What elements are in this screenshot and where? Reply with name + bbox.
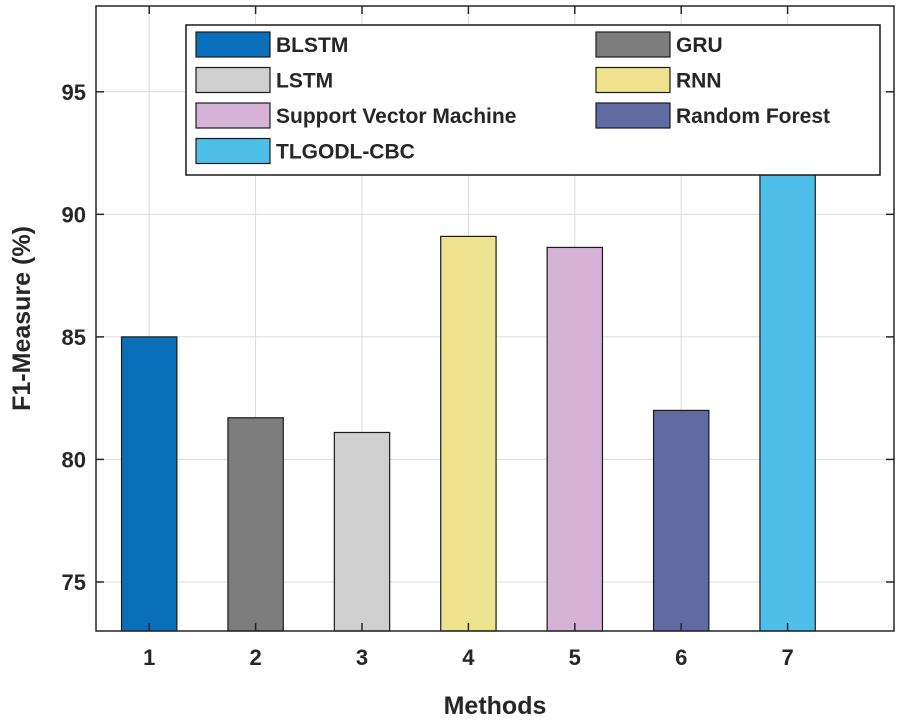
y-axis-ticks: 75 80 85 90 95 [62,80,894,595]
y-tick-label: 95 [62,80,86,105]
legend-label: BLSTM [276,34,348,57]
x-tick-label: 6 [675,645,687,670]
y-tick-label: 90 [62,202,86,227]
y-tick-label: 75 [62,570,86,595]
bar [759,154,816,632]
y-tick-label: 80 [62,447,86,472]
bar [227,417,284,632]
bar [652,409,710,632]
legend-swatch [595,102,671,129]
bar [440,235,497,632]
legend-label: RNN [676,70,722,93]
plot-frame [95,5,895,632]
x-tick-label: 7 [781,645,793,670]
legend-label: Random Forest [676,105,830,128]
x-tick-label: 1 [143,645,155,670]
y-axis-label: F1-Measure (%) [8,226,36,411]
legend-swatch [195,66,271,94]
x-tick-label: 4 [462,645,475,670]
legend-label: LSTM [276,70,333,93]
bar [546,246,604,632]
legend-swatch [595,31,671,58]
x-tick-label: 3 [356,645,368,670]
legend-label: Support Vector Machine [276,105,516,128]
legend-swatch [195,31,271,58]
y-tick-label: 85 [62,325,86,350]
x-tick-label: 2 [249,645,261,670]
bars [120,154,816,632]
legend: BLSTM GRU LSTM RNN Support Vector Machine Ran… [185,24,881,176]
x-tick-label: 5 [569,645,581,670]
legend-swatch [595,66,671,94]
bar [333,431,391,632]
legend-label: TLGODL-CBC [276,141,415,164]
legend-label: GRU [676,34,723,57]
legend-swatch [195,102,271,129]
bar [120,336,178,632]
x-axis-label: Methods [444,692,547,720]
x-axis-ticks: 1 2 3 4 5 6 7 [143,6,794,670]
legend-box [185,24,881,176]
legend-swatch [195,137,271,165]
